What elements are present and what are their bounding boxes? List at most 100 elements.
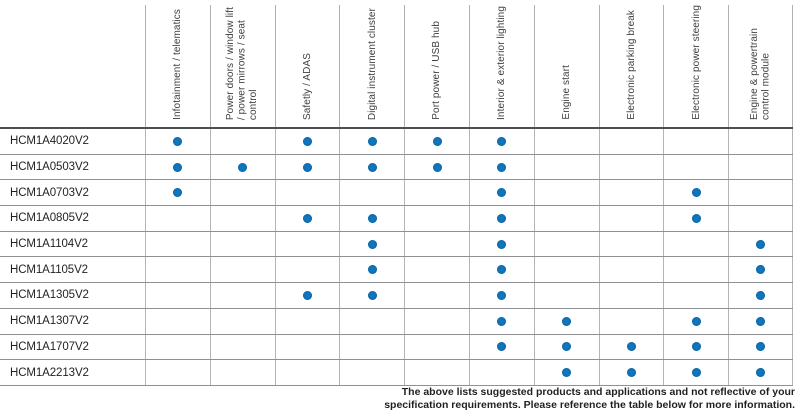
matrix-cell [728, 129, 793, 154]
matrix-cell [663, 154, 728, 180]
table-row: HCM1A1105V2 [0, 257, 793, 284]
matrix-cell [209, 360, 275, 385]
column-header-7: Engine start [533, 5, 599, 127]
table-row: HCM1A0503V2 [0, 154, 793, 181]
application-dot-icon [302, 162, 312, 172]
matrix-cell [274, 180, 340, 206]
application-dot-icon [367, 290, 377, 300]
matrix-cell [404, 129, 469, 154]
matrix-cell [728, 231, 793, 257]
matrix-cell [728, 308, 793, 334]
matrix-cell [209, 257, 275, 283]
matrix-cell [728, 180, 793, 206]
matrix-cell [274, 283, 340, 308]
application-dot-icon [432, 136, 442, 146]
matrix-cell [404, 360, 469, 385]
application-dot-icon [691, 368, 701, 378]
matrix-cell [728, 334, 793, 360]
column-header-6: Interior & exterior lighting [468, 5, 534, 127]
application-dot-icon [756, 342, 766, 352]
matrix-cell [209, 129, 275, 154]
matrix-cell [339, 206, 404, 231]
matrix-cell [468, 257, 534, 283]
matrix-cell [468, 129, 534, 154]
matrix-cell [339, 334, 404, 360]
matrix-cell [598, 334, 664, 360]
matrix-cell [145, 206, 210, 231]
column-header-label: Safetly / ADAS [301, 53, 313, 120]
matrix-cell [209, 180, 275, 206]
application-dot-icon [691, 342, 701, 352]
application-dot-icon [367, 136, 377, 146]
matrix-cell [533, 154, 599, 180]
table-row: HCM1A1305V2 [0, 283, 793, 309]
matrix-cell [728, 154, 793, 180]
matrix-cell [598, 257, 664, 283]
application-dot-icon [173, 188, 183, 198]
application-dot-icon [691, 213, 701, 223]
column-header-2: Power doors / window lift / power mirrows… [209, 5, 275, 127]
matrix-cell [339, 231, 404, 257]
application-dot-icon [691, 316, 701, 326]
application-dot-icon [691, 188, 701, 198]
table-row: HCM1A4020V2 [0, 129, 793, 155]
matrix-cell [274, 206, 340, 231]
column-header-8: Electronic parking break [598, 5, 664, 127]
matrix-cell [533, 206, 599, 231]
matrix-cell [145, 360, 210, 385]
application-dot-icon [497, 188, 507, 198]
application-dot-icon [497, 290, 507, 300]
application-dot-icon [562, 368, 572, 378]
matrix-cell [728, 257, 793, 283]
matrix-cell [339, 180, 404, 206]
matrix-cell [468, 334, 534, 360]
application-dot-icon [626, 342, 636, 352]
matrix-cell [468, 283, 534, 308]
matrix-cell [728, 283, 793, 308]
matrix-cell [209, 206, 275, 231]
application-dot-icon [756, 290, 766, 300]
matrix-cell [145, 180, 210, 206]
matrix-cell [598, 360, 664, 385]
matrix-cell [663, 180, 728, 206]
matrix-cell [468, 180, 534, 206]
matrix-cell [728, 360, 793, 385]
matrix-cell [663, 231, 728, 257]
matrix-cell [598, 308, 664, 334]
table-body: HCM1A4020V2 HCM1A0503V2 HCM1A0703V2 HCM1A08… [0, 127, 793, 386]
column-header-4: Digital instrument cluster [339, 5, 404, 127]
table-row: HCM1A2213V2 [0, 360, 793, 386]
matrix-cell [663, 308, 728, 334]
application-dot-icon [302, 213, 312, 223]
matrix-cell [533, 334, 599, 360]
application-dot-icon [367, 265, 377, 275]
matrix-cell [404, 180, 469, 206]
matrix-cell [274, 360, 340, 385]
matrix-cell [663, 334, 728, 360]
matrix-cell [339, 308, 404, 334]
row-label: HCM1A0703V2 [10, 186, 89, 199]
matrix-cell [274, 334, 340, 360]
footer-note: The above lists suggested products and a… [325, 386, 795, 412]
matrix-cell [274, 257, 340, 283]
matrix-cell [209, 231, 275, 257]
matrix-cell [209, 283, 275, 308]
column-header-1: Infotainment / telematics [145, 5, 210, 127]
matrix-cell [274, 231, 340, 257]
application-dot-icon [173, 136, 183, 146]
column-header-label: Engine start [560, 65, 572, 120]
row-label: HCM1A1105V2 [10, 263, 88, 276]
application-dot-icon [497, 265, 507, 275]
matrix-cell [663, 129, 728, 154]
row-label: HCM1A1707V2 [10, 340, 89, 353]
application-dot-icon [756, 265, 766, 275]
matrix-cell [145, 231, 210, 257]
matrix-cell [404, 334, 469, 360]
matrix-cell [468, 308, 534, 334]
row-label: HCM1A0805V2 [10, 212, 89, 225]
table-row: HCM1A0703V2 [0, 180, 793, 207]
application-dot-icon [626, 368, 636, 378]
matrix-cell [339, 154, 404, 180]
application-dot-icon [756, 368, 766, 378]
column-header-label: Infotainment / telematics [172, 9, 184, 120]
